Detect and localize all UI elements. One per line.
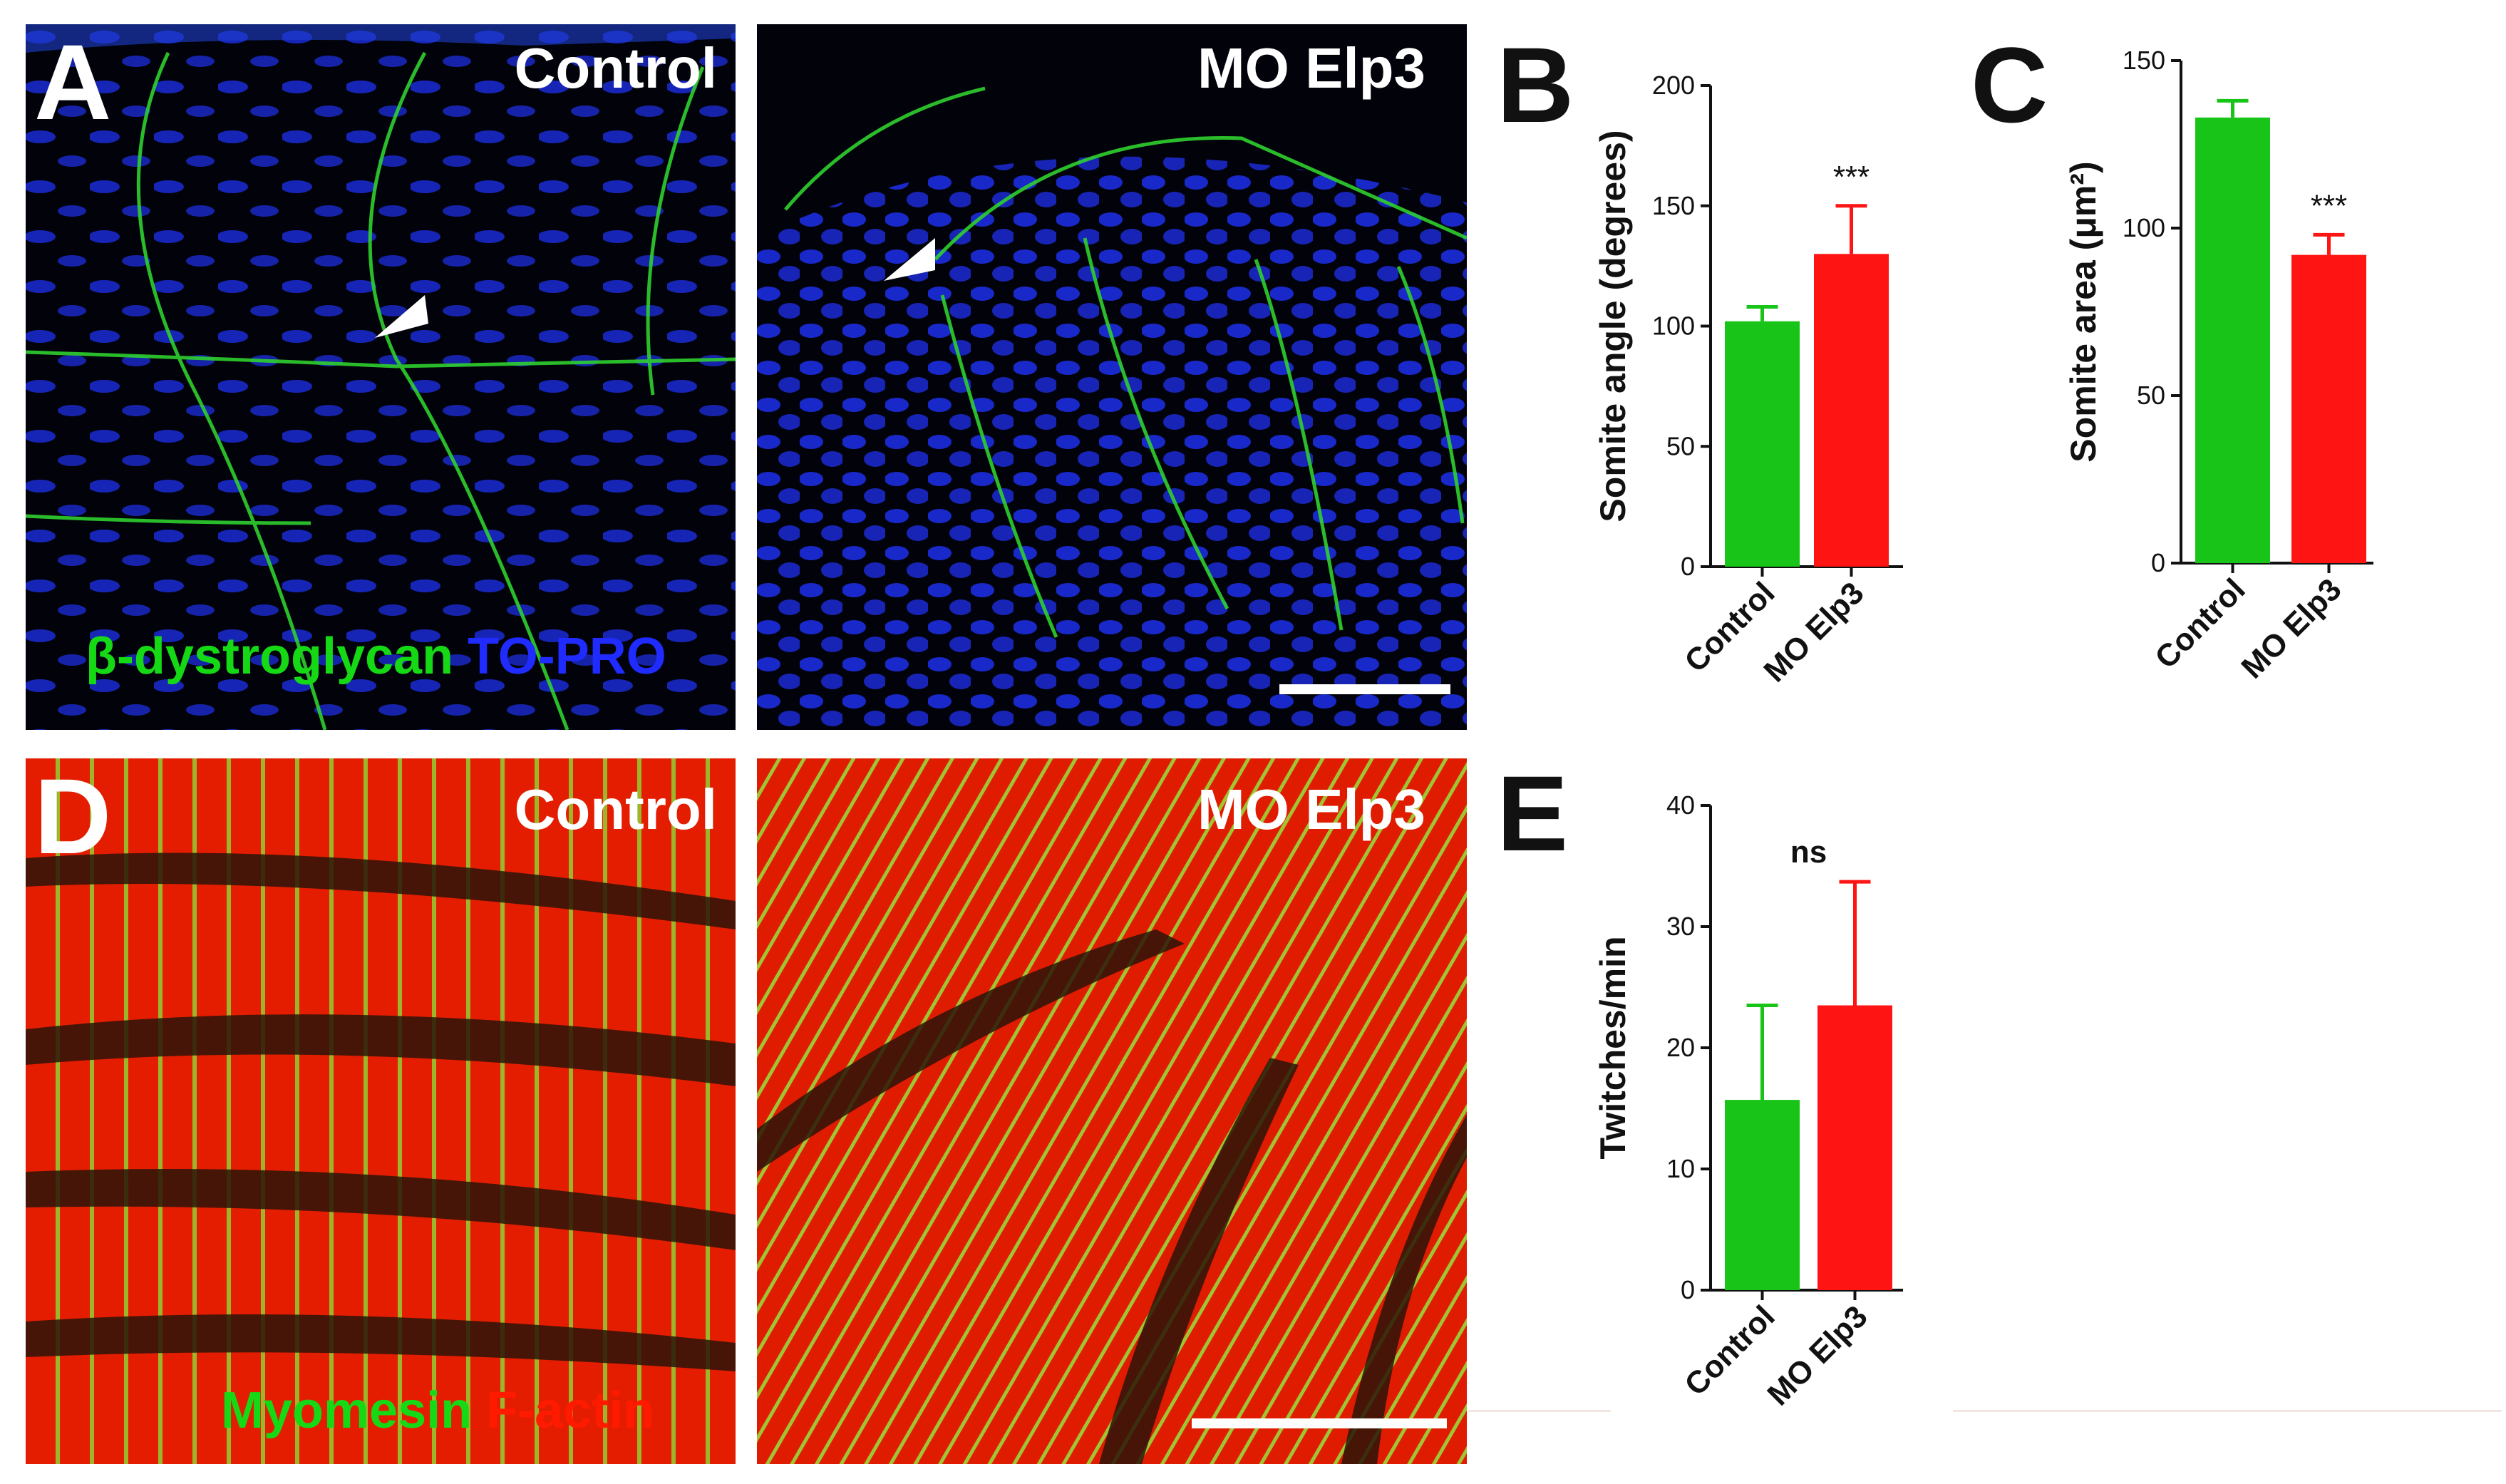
- y-tick-label: 50: [2137, 381, 2165, 410]
- chart-panel-c: 0 50 100 150 Somite area (μm²) Control MO Elp3…: [2063, 46, 2395, 748]
- panel-b-letter: B: [1497, 25, 1574, 145]
- y-tick-label: 150: [2123, 46, 2165, 75]
- y-axis-label: Somite area (μm²): [2063, 161, 2103, 462]
- bar: [2195, 117, 2270, 563]
- x-tick-label: MO Elp3: [1757, 575, 1870, 689]
- divider-line: [1468, 1410, 1611, 1412]
- divider-line: [1953, 1410, 2502, 1412]
- panel-d-scale-bar: [1192, 1418, 1447, 1428]
- bar: [1725, 1100, 1800, 1290]
- chart-panel-b: 0 50 100 150 200 Somite angle (degrees) Contro…: [1593, 71, 1924, 748]
- y-tick-label: 50: [1666, 431, 1695, 460]
- panel-c-letter: C: [1971, 25, 2048, 145]
- panel-a-letter: A: [34, 22, 112, 142]
- panel-a-mo-elp3-image: [757, 24, 1467, 730]
- somite-micrograph-control: [26, 24, 736, 730]
- panel-d-mo-elp3-label: MO Elp3: [1197, 778, 1426, 841]
- panel-a-scale-bar: [1279, 684, 1450, 694]
- y-tick-label: 200: [1652, 71, 1695, 100]
- y-tick-label: 30: [1666, 912, 1695, 941]
- significance-label: ***: [2311, 188, 2347, 223]
- bar: [1817, 1005, 1892, 1290]
- y-tick-label: 0: [1681, 1275, 1695, 1304]
- y-tick-label: 40: [1666, 790, 1695, 820]
- chart-panel-e: 0 10 20 30 40 Twitches/min Control MO Elp3 ns: [1593, 790, 1924, 1475]
- panel-d-control-image: [26, 758, 736, 1464]
- y-tick-label: 10: [1666, 1154, 1695, 1183]
- significance-label: ***: [1833, 160, 1870, 195]
- y-axis-label: Twitches/min: [1593, 936, 1633, 1159]
- bar: [1814, 254, 1889, 567]
- panel-d-control-label: Control: [514, 778, 717, 841]
- somite-micrograph-mo-elp3: [757, 24, 1467, 730]
- y-axis-label: Somite angle (degrees): [1593, 130, 1633, 522]
- y-tick-label: 150: [1652, 191, 1695, 220]
- y-tick-label: 100: [2123, 213, 2165, 242]
- y-tick-label: 100: [1652, 311, 1695, 341]
- stain-red-label: F-actin: [486, 1382, 655, 1439]
- sarcomere-micrograph-control: [26, 758, 736, 1464]
- stain-green-label: β-dystroglycan: [86, 628, 454, 685]
- y-tick-label: 20: [1666, 1033, 1695, 1062]
- y-tick-label: 0: [2151, 548, 2165, 577]
- panel-d-stain-legend: Myomesin F-actin: [221, 1381, 654, 1440]
- y-tick-label: 0: [1681, 552, 1695, 581]
- stain-green-label: Myomesin: [221, 1382, 473, 1439]
- stain-blue-label: TO-PRO: [468, 628, 666, 685]
- panel-a-control-image: [26, 24, 736, 730]
- panel-d-mo-elp3-image: [757, 758, 1467, 1464]
- sarcomere-micrograph-mo-elp3: [757, 758, 1467, 1464]
- panel-a-mo-elp3-label: MO Elp3: [1197, 36, 1426, 100]
- x-tick-label: MO Elp3: [2234, 572, 2348, 685]
- panel-d-letter: D: [34, 756, 112, 876]
- bar: [1725, 321, 1800, 567]
- panel-e-letter: E: [1497, 753, 1569, 873]
- significance-label: ns: [1790, 835, 1827, 870]
- x-tick-label: MO Elp3: [1760, 1299, 1874, 1412]
- panel-a-control-label: Control: [514, 36, 717, 100]
- bar: [2291, 254, 2366, 563]
- panel-a-stain-legend: β-dystroglycan TO-PRO: [86, 627, 666, 686]
